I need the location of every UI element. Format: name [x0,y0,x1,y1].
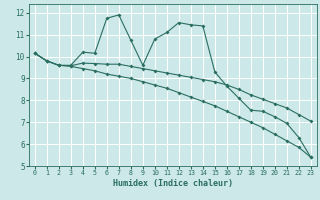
X-axis label: Humidex (Indice chaleur): Humidex (Indice chaleur) [113,179,233,188]
